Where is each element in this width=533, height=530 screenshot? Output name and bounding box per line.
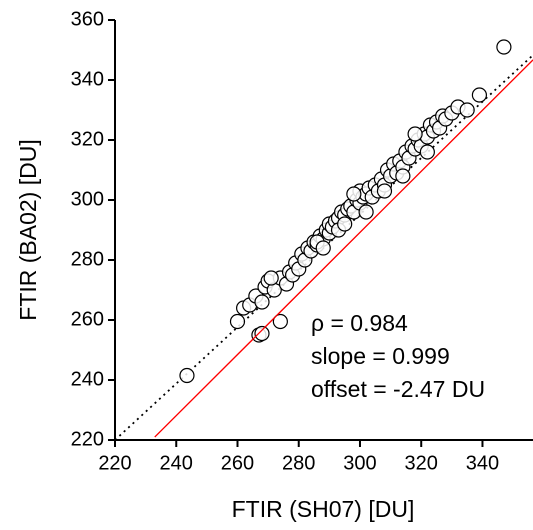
y-tick-label: 220 bbox=[71, 428, 104, 450]
scatter-point bbox=[407, 126, 423, 142]
scatter-point bbox=[272, 313, 288, 330]
scatter-point bbox=[346, 186, 362, 202]
scatter-point bbox=[254, 294, 270, 310]
y-tick-label: 260 bbox=[71, 308, 104, 330]
y-tick-label: 340 bbox=[71, 68, 104, 90]
y-tick-label: 360 bbox=[71, 8, 104, 30]
x-tick-label: 240 bbox=[160, 452, 193, 474]
fit-line-overlay bbox=[154, 59, 533, 438]
scatter-point bbox=[471, 87, 488, 103]
y-axis-label: FTIR (BA02) [DU] bbox=[15, 139, 41, 320]
scatter-point bbox=[419, 144, 435, 160]
scatter-point bbox=[376, 183, 393, 199]
y-tick-label: 280 bbox=[71, 248, 104, 270]
scatter-point bbox=[496, 39, 512, 55]
annotation: offset = -2.47 DU bbox=[311, 376, 485, 402]
x-axis-label: FTIR (SH07) [DU] bbox=[232, 496, 415, 522]
scatter-point bbox=[337, 216, 353, 232]
scatter-point bbox=[358, 204, 374, 220]
annotation: slope = 0.999 bbox=[311, 343, 450, 369]
scatter-point bbox=[179, 367, 195, 384]
scatter-point bbox=[254, 325, 270, 342]
scatter-point bbox=[263, 270, 279, 286]
x-tick-label: 220 bbox=[98, 452, 131, 474]
annotation: ρ = 0.984 bbox=[311, 310, 408, 336]
x-tick-label: 300 bbox=[343, 452, 376, 474]
x-tick-label: 320 bbox=[405, 452, 438, 474]
scatter-point bbox=[315, 240, 331, 256]
x-tick-label: 280 bbox=[282, 452, 315, 474]
y-tick-label: 300 bbox=[71, 188, 104, 210]
scatter-point bbox=[459, 102, 475, 118]
y-tick-label: 320 bbox=[71, 128, 104, 150]
scatter-point bbox=[229, 313, 246, 330]
x-tick-label: 340 bbox=[466, 452, 499, 474]
x-tick-label: 260 bbox=[221, 452, 254, 474]
y-tick-label: 240 bbox=[71, 368, 104, 390]
scatter-point bbox=[395, 168, 411, 184]
